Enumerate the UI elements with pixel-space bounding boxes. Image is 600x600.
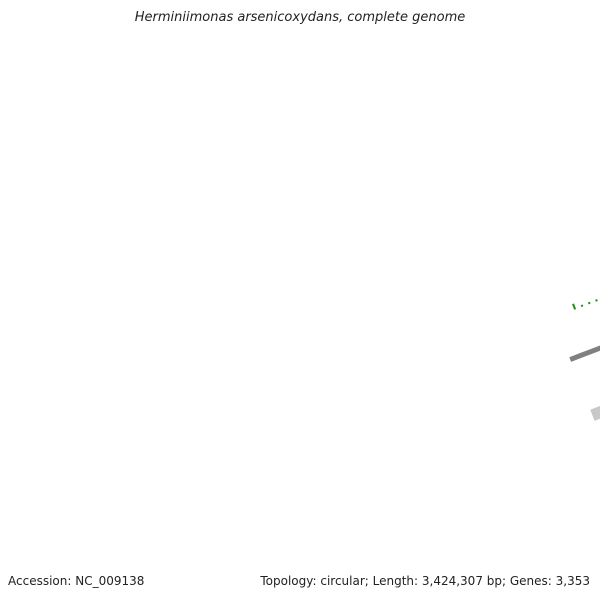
outer-tick-track [572, 299, 598, 310]
backbone-ring [569, 345, 600, 421]
inner-gray-arc [590, 405, 600, 421]
outer-tick [572, 303, 577, 310]
outer-tick [595, 299, 598, 302]
map-title: Herminiimonas arsenicoxydans, complete g… [134, 10, 466, 25]
genome-summary: Topology: circular; Length: 3,424,307 bp… [260, 574, 590, 588]
accession-label: Accession: NC_009138 [8, 574, 145, 588]
outer-tick [587, 301, 591, 305]
outer-tick [580, 304, 584, 308]
